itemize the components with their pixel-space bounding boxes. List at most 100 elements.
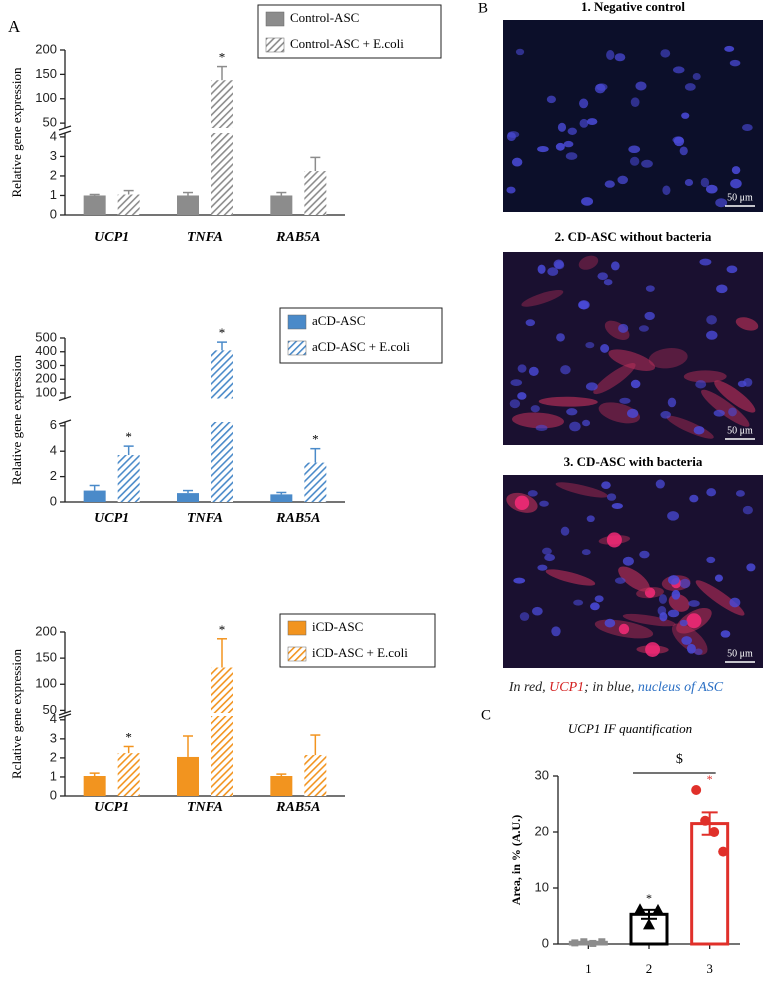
nucleus	[537, 564, 548, 571]
y-tick-label: 2	[50, 749, 57, 764]
nucleus	[557, 122, 567, 132]
nucleus	[706, 488, 717, 497]
nucleus	[662, 185, 671, 196]
bar	[211, 422, 233, 502]
nucleus	[671, 589, 681, 600]
point	[634, 903, 646, 915]
legend-swatch	[265, 37, 285, 53]
nucleus	[724, 45, 735, 52]
cell	[555, 482, 608, 498]
y-tick-label: 400	[35, 343, 57, 358]
nucleus	[509, 399, 521, 409]
nucleus	[567, 127, 577, 135]
legend-label: iCD-ASC	[312, 619, 363, 634]
nucleus	[746, 563, 756, 572]
legend-swatch	[287, 314, 307, 330]
legend-label: iCD-ASC + E.coli	[312, 645, 408, 660]
nucleus	[742, 505, 753, 515]
axis-break	[58, 130, 72, 136]
image-title: 3. CD-ASC with bacteria	[564, 454, 703, 469]
legend-box	[279, 307, 443, 364]
nucleus	[556, 333, 565, 342]
legend-swatch	[287, 340, 307, 356]
cell	[735, 317, 759, 331]
y-tick-label: 100	[35, 676, 57, 691]
scale-label: 50 μm	[727, 425, 753, 436]
legend-swatch	[287, 620, 307, 636]
nucleus	[679, 578, 691, 589]
y-tick-label: 4	[50, 443, 57, 458]
nucleus	[604, 618, 616, 628]
cell	[622, 613, 676, 627]
point	[580, 938, 588, 946]
y-tick-label: 50	[43, 115, 57, 130]
nucleus	[729, 59, 741, 67]
y-tick-label: 3	[50, 148, 57, 163]
nucleus	[622, 556, 634, 566]
nucleus	[604, 180, 615, 188]
nucleus	[594, 595, 604, 603]
nucleus	[743, 377, 753, 387]
nucleus	[555, 142, 565, 151]
y-tick-label: 6	[50, 417, 57, 432]
nucleus	[614, 577, 626, 584]
y-tick-label: 500	[35, 329, 57, 344]
nucleus	[542, 547, 552, 555]
cell	[714, 380, 756, 413]
nucleus	[729, 597, 741, 608]
y-tick-label: 4	[50, 128, 57, 143]
y-tick-label: 0	[50, 787, 57, 802]
nucleus	[714, 574, 723, 582]
cell	[512, 412, 564, 429]
nucleus	[706, 330, 718, 340]
bar	[83, 776, 106, 796]
nucleus	[617, 175, 628, 185]
caption-part: ; in blue,	[584, 680, 638, 695]
nucleus	[660, 49, 671, 58]
legend-label: Control-ASC + E.coli	[290, 36, 404, 51]
nucleus	[510, 379, 523, 386]
x-tick-label: RAB5A	[275, 511, 320, 526]
nucleus	[713, 409, 725, 417]
nucleus	[742, 123, 753, 132]
nucleus	[566, 408, 578, 416]
nucleus	[582, 419, 591, 427]
nucleus	[581, 549, 591, 556]
cell	[606, 532, 622, 548]
nucleus	[539, 500, 549, 507]
nucleus	[614, 53, 626, 62]
nucleus	[517, 364, 527, 373]
cell	[618, 623, 630, 635]
bar	[177, 493, 199, 502]
nucleus	[511, 157, 523, 167]
nucleus	[686, 643, 696, 654]
bar	[304, 755, 327, 796]
point	[643, 918, 655, 930]
nucleus	[528, 366, 539, 377]
y-axis-label: Relative gene expression	[9, 355, 24, 485]
nucleus	[645, 285, 655, 292]
nucleus	[726, 265, 738, 274]
y-tick-label: 50	[43, 702, 57, 717]
nucleus	[644, 311, 655, 321]
significance: *	[312, 432, 319, 447]
image-title: 2. CD-ASC without bacteria	[555, 229, 712, 244]
nucleus	[525, 319, 536, 327]
cell	[578, 255, 599, 270]
bar	[211, 80, 233, 128]
nucleus	[629, 156, 640, 166]
nucleus	[611, 502, 623, 510]
caption-part: UCP1	[549, 680, 584, 695]
nucleus	[635, 81, 647, 91]
bar	[211, 716, 233, 796]
nucleus	[565, 152, 578, 160]
image-title: 1. Negative control	[581, 0, 685, 14]
y-axis-label: Area, in % (A.U.)	[509, 815, 523, 905]
bar	[304, 462, 327, 502]
panel-label: A	[8, 17, 21, 36]
nucleus	[667, 397, 677, 408]
bar	[117, 455, 140, 502]
nucleus	[606, 50, 615, 61]
bar	[117, 753, 140, 796]
significance: *	[646, 891, 652, 905]
